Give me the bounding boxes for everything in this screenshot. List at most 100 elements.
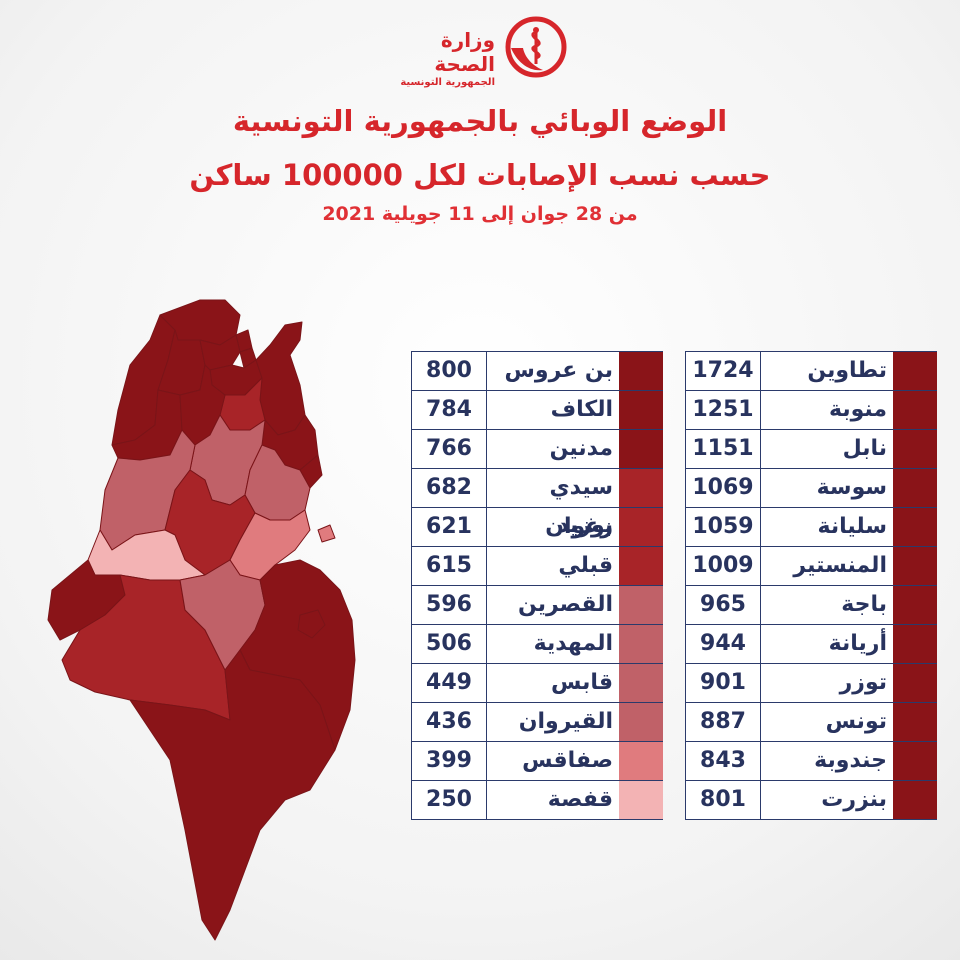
ministry-logo: وزارة الصحة الجمهورية التونسية	[395, 14, 570, 88]
level-color-swatch	[619, 391, 663, 429]
level-color-swatch	[619, 625, 663, 663]
rate-value: 801	[685, 781, 761, 819]
table-row: 965 باجة	[685, 585, 937, 625]
governorate-name: تونس	[825, 709, 887, 734]
governorate-name: صفاقس	[522, 748, 613, 773]
table-row: 621 زغوان	[411, 507, 663, 547]
table-row: 1151 نابل	[685, 429, 937, 469]
rate-value: 800	[411, 352, 487, 390]
governorate-name: سيدي بوزيد	[549, 475, 614, 538]
level-color-swatch	[893, 391, 937, 429]
level-color-swatch	[619, 586, 663, 624]
table-row: 766 مدنين	[411, 429, 663, 469]
level-color-swatch	[619, 781, 663, 819]
rates-table-right: 1724 تطاوين 1251 منوبة 1151 نابل 1069 سوسة 1059 س…	[685, 351, 937, 820]
governorate-name: المنستير	[793, 553, 887, 578]
page-title: الوضع الوبائي بالجمهورية التونسية	[232, 104, 728, 138]
governorate-name: بنزرت	[821, 787, 887, 812]
rate-value: 887	[685, 703, 761, 741]
rate-value: 1009	[685, 547, 761, 585]
governorate-name: منوبة	[829, 397, 887, 422]
rate-value: 965	[685, 586, 761, 624]
rate-value: 1151	[685, 430, 761, 468]
table-row: 887 تونس	[685, 702, 937, 742]
governorate-name: القصرين	[517, 592, 613, 617]
page-subtitle: حسب نسب الإصابات لكل 100000 ساكن	[189, 158, 771, 192]
governorate-name: القيروان	[518, 709, 613, 734]
level-color-swatch	[619, 742, 663, 780]
table-row: 615 قبلي	[411, 546, 663, 586]
rate-value: 1069	[685, 469, 761, 507]
table-row: 901 توزر	[685, 663, 937, 703]
governorate-name: قابس	[550, 670, 613, 695]
rate-value: 449	[411, 664, 487, 702]
level-color-swatch	[619, 547, 663, 585]
table-row: 596 القصرين	[411, 585, 663, 625]
rate-value: 901	[685, 664, 761, 702]
rate-value: 506	[411, 625, 487, 663]
governorate-name: قفصة	[547, 787, 613, 812]
level-color-swatch	[619, 508, 663, 546]
rate-value: 784	[411, 391, 487, 429]
table-row: 436 القيروان	[411, 702, 663, 742]
islands-kerkennah	[317, 524, 336, 543]
level-color-swatch	[893, 508, 937, 546]
governorate-name: قبلي	[558, 553, 613, 578]
rate-value: 1251	[685, 391, 761, 429]
level-color-swatch	[619, 430, 663, 468]
rates-table-left: 800 بن عروس 784 الكاف 766 مدنين 682 سيدي بوزيد 6…	[411, 351, 663, 820]
governorate-name: المهدية	[533, 631, 613, 656]
rate-value: 615	[411, 547, 487, 585]
table-row: 1009 المنستير	[685, 546, 937, 586]
governorate-name: توزر	[839, 670, 887, 695]
level-color-swatch	[893, 352, 937, 390]
level-color-swatch	[893, 430, 937, 468]
rate-value: 621	[411, 508, 487, 546]
governorate-name: بن عروس	[504, 358, 613, 383]
table-row: 801 بنزرت	[685, 780, 937, 820]
level-color-swatch	[619, 703, 663, 741]
table-row: 506 المهدية	[411, 624, 663, 664]
region-sfax	[229, 509, 311, 581]
table-row: 1251 منوبة	[685, 390, 937, 430]
level-color-swatch	[619, 352, 663, 390]
governorate-name: باجة	[841, 592, 887, 617]
rate-value: 436	[411, 703, 487, 741]
table-row: 784 الكاف	[411, 390, 663, 430]
governorate-name: مدنين	[549, 436, 613, 461]
governorate-name: نابل	[842, 436, 887, 461]
rate-value: 944	[685, 625, 761, 663]
governorate-name: سوسة	[816, 475, 887, 500]
tunisia-choropleth-map	[47, 299, 356, 941]
table-row: 250 قفصة	[411, 780, 663, 820]
table-row: 1724 تطاوين	[685, 351, 937, 391]
governorate-name: جندوبة	[814, 748, 887, 773]
level-color-swatch	[619, 664, 663, 702]
governorate-name: سليانة	[817, 514, 887, 539]
level-color-swatch	[893, 547, 937, 585]
logo-text: وزارة الصحة الجمهورية التونسية	[395, 28, 495, 90]
governorate-name: أريانة	[828, 631, 887, 656]
rate-value: 1059	[685, 508, 761, 546]
level-color-swatch	[619, 469, 663, 507]
governorate-name: تطاوين	[807, 358, 887, 383]
governorate-name: الكاف	[550, 397, 613, 422]
island-djerba	[297, 609, 326, 639]
governorate-name: زغوان	[545, 514, 613, 539]
region-tataouine	[129, 649, 336, 941]
republic-name: الجمهورية التونسية	[400, 77, 495, 88]
level-color-swatch	[893, 703, 937, 741]
rate-value: 1724	[685, 352, 761, 390]
rate-value: 250	[411, 781, 487, 819]
level-color-swatch	[893, 469, 937, 507]
ministry-name: وزارة الصحة	[434, 28, 495, 76]
level-color-swatch	[893, 586, 937, 624]
rate-value: 682	[411, 469, 487, 507]
level-color-swatch	[893, 625, 937, 663]
rate-value: 596	[411, 586, 487, 624]
level-color-swatch	[893, 742, 937, 780]
health-emblem-icon	[505, 16, 567, 78]
table-row: 1069 سوسة	[685, 468, 937, 508]
table-row: 399 صفاقس	[411, 741, 663, 781]
table-row: 449 قابس	[411, 663, 663, 703]
